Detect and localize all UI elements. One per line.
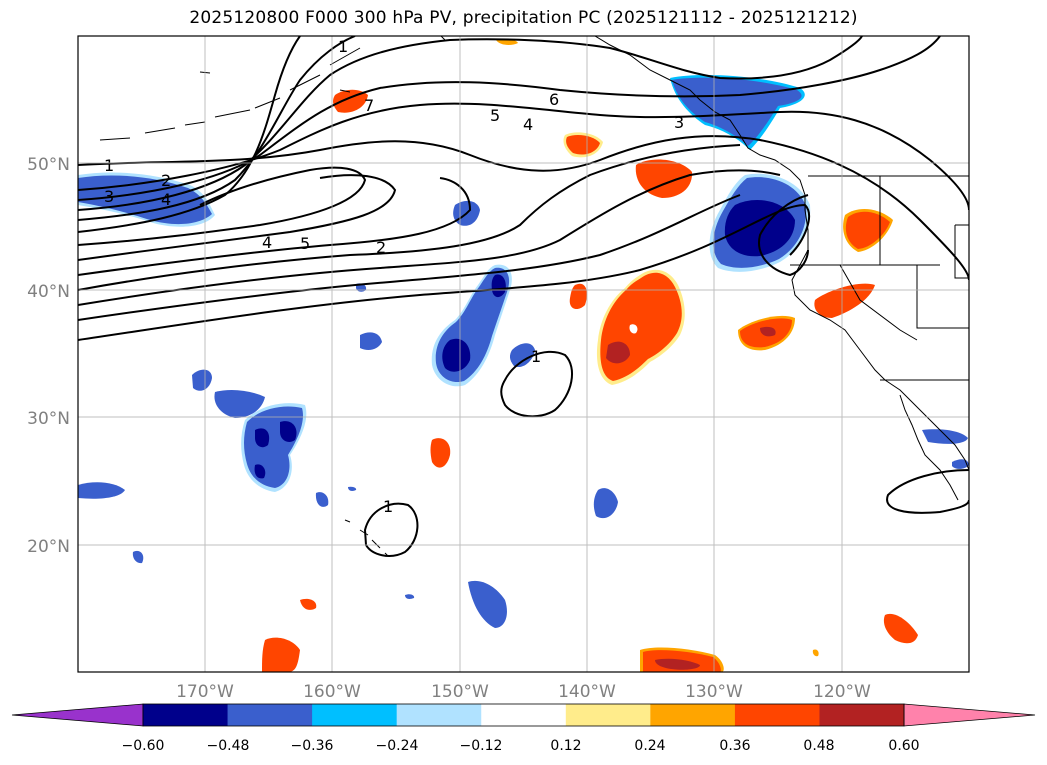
colorbar-tick: 0.48 xyxy=(803,738,834,754)
coastlines xyxy=(99,36,969,557)
lon-label-130w: 130°W xyxy=(685,682,743,702)
colorbar-segment xyxy=(734,704,820,726)
lat-label-50n: 50°N xyxy=(27,155,70,175)
colorbar-segment xyxy=(565,704,651,726)
colorbar-tick: 0.60 xyxy=(888,738,919,754)
map-frame xyxy=(77,35,970,673)
lat-label-40n: 40°N xyxy=(27,282,70,302)
colorbar-extend-low xyxy=(11,703,144,727)
colorbar-segment xyxy=(312,704,398,726)
colorbar-segment xyxy=(227,704,313,726)
longitude-labels: 170°W 160°W 150°W 140°W 130°W 120°W xyxy=(176,682,871,702)
map-title: 2025120800 F000 300 hPa PV, precipitatio… xyxy=(189,8,858,28)
colorbar-tick-labels: −0.60 −0.48 −0.36 −0.24 −0.12 0.12 0.24 … xyxy=(122,738,920,754)
lon-label-160w: 160°W xyxy=(303,682,361,702)
colorbar-tick: −0.36 xyxy=(291,738,334,754)
lon-label-140w: 140°W xyxy=(558,682,616,702)
pv-label-6: 2 xyxy=(376,238,386,257)
colorbar-segment xyxy=(819,704,905,726)
colorbar xyxy=(11,703,1036,727)
gridlines xyxy=(78,36,969,672)
colorbar-tick: −0.60 xyxy=(122,738,165,754)
pv-label-13: 6 xyxy=(549,90,559,109)
pv-label-7: 4 xyxy=(262,233,272,252)
colorbar-segment xyxy=(650,704,736,726)
lon-label-150w: 150°W xyxy=(431,682,489,702)
colorbar-segment xyxy=(396,704,482,726)
colorbar-tick: −0.24 xyxy=(376,738,419,754)
pv-label-11: 7 xyxy=(364,96,374,115)
colorbar-tick: 0.24 xyxy=(634,738,665,754)
lon-label-120w: 120°W xyxy=(813,682,871,702)
pv-contour-labels: 1 2 3 4 1 2 4 6 5 2 7 5 6 4 3 1 1 xyxy=(104,37,684,516)
pv-label-12: 5 xyxy=(490,106,500,125)
colorbar-frame xyxy=(142,703,905,727)
pv-label-16: 1 xyxy=(531,347,541,366)
colorbar-tick: 0.36 xyxy=(719,738,750,754)
colorbar-tick: −0.48 xyxy=(207,738,250,754)
pv-label-2: 2 xyxy=(161,171,171,190)
pv-label-1: 1 xyxy=(104,156,114,175)
lon-label-170w: 170°W xyxy=(176,682,234,702)
latitude-labels: 50°N 40°N 30°N 20°N xyxy=(27,155,70,557)
lat-label-30n: 30°N xyxy=(27,409,70,429)
pv-label-14: 4 xyxy=(523,115,533,134)
colorbar-segment xyxy=(481,704,567,726)
pv-label-17: 1 xyxy=(383,497,393,516)
colorbar-segment xyxy=(143,704,229,726)
positive-precip-shading xyxy=(262,39,918,672)
pv-label-9: 5 xyxy=(300,234,310,253)
pv-label-4: 4 xyxy=(161,190,171,209)
colorbar-extend-high xyxy=(903,703,1036,727)
colorbar-tick: −0.12 xyxy=(460,738,503,754)
pv-label-5: 1 xyxy=(338,37,348,56)
lat-label-20n: 20°N xyxy=(27,537,70,557)
pv-label-15: 3 xyxy=(674,113,684,132)
colorbar-tick: 0.12 xyxy=(550,738,581,754)
pv-label-3: 3 xyxy=(104,187,114,206)
pv-contours xyxy=(78,36,969,557)
